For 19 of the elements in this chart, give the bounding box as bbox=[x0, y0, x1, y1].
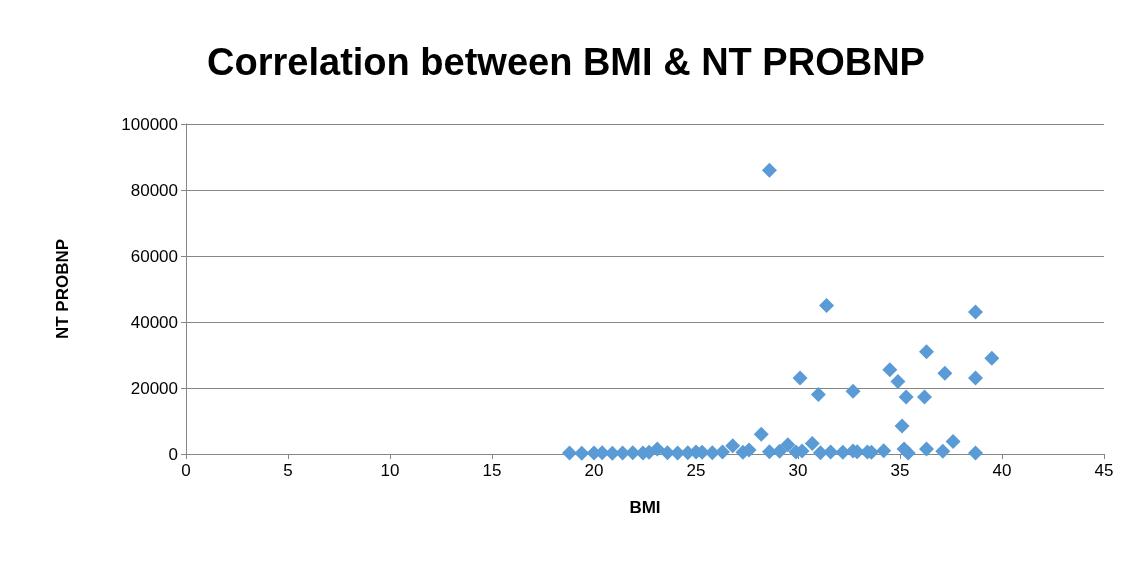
x-tick-label: 30 bbox=[788, 461, 808, 480]
x-axis-title: BMI bbox=[629, 498, 661, 517]
y-tick-label: 100000 bbox=[121, 114, 178, 134]
x-tick-label: 5 bbox=[283, 461, 293, 480]
x-tick-label: 0 bbox=[181, 461, 191, 480]
x-tick-label: 20 bbox=[584, 461, 604, 480]
x-tick-label: 40 bbox=[992, 461, 1012, 480]
y-tick-label: 80000 bbox=[130, 180, 178, 200]
x-tick-label: 10 bbox=[380, 461, 400, 480]
x-tick-label: 15 bbox=[482, 461, 502, 480]
y-tick-label: 0 bbox=[168, 444, 178, 464]
y-tick-label: 20000 bbox=[130, 378, 178, 398]
y-tick-label: 60000 bbox=[130, 246, 178, 266]
x-tick-label: 45 bbox=[1094, 461, 1114, 480]
chart-title: Correlation between BMI & NT PROBNP bbox=[207, 41, 925, 83]
y-tick-label: 40000 bbox=[130, 312, 178, 332]
x-tick-label: 35 bbox=[890, 461, 910, 480]
y-axis-title: NT PROBNP bbox=[53, 238, 72, 340]
x-tick-label: 25 bbox=[686, 461, 706, 480]
